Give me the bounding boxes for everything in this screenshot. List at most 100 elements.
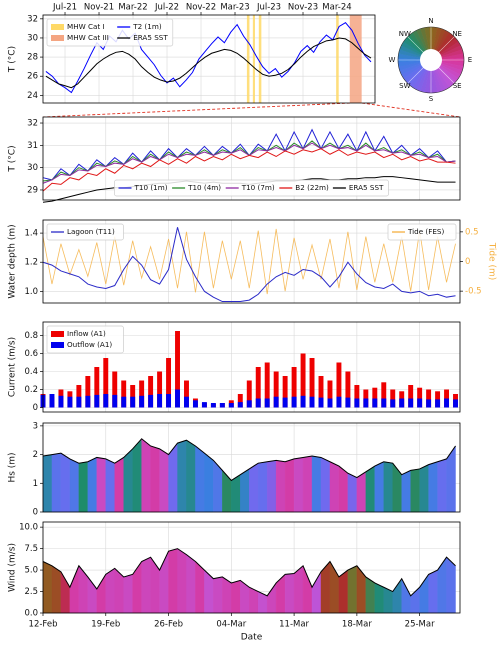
plot-frame [42,321,461,413]
area-segment [275,460,286,513]
bar [354,385,360,408]
y-tick-label: 0.2 [24,385,38,395]
y-tick-label: 0.4 [24,367,38,377]
legend-label: MHW Cat I [67,22,105,31]
area-segment [311,455,322,513]
bar [49,394,55,408]
bar [112,371,118,408]
y-axis-label: Water depth (m) [8,224,18,298]
bar [139,380,145,408]
bar [282,397,288,408]
legend-label: MHW Cat III [67,33,109,42]
area-segment [132,438,142,513]
y-tick-label: 5.0 [24,566,38,576]
bar [255,367,261,408]
bar [399,398,405,408]
compass-label: SW [399,82,410,90]
bar [354,398,360,408]
bar [85,395,91,408]
area-segment [123,448,133,513]
area-segment [231,580,241,614]
bar [381,398,387,408]
area-segment [446,556,456,614]
bar [130,396,136,408]
y-axis-label: Wind (m/s) [8,543,18,592]
compass-center [420,49,442,71]
y-tick-label: 24 [27,91,38,101]
legend: Lagoon (T11) [46,223,124,241]
area-segment [60,452,71,513]
bar [264,398,270,408]
bar [363,398,369,408]
y-tick-label: 29 [27,185,38,195]
bar [175,389,180,408]
zoom-line [361,102,461,118]
area-segment [141,438,151,513]
y-tick-label: 31 [27,141,38,151]
x-tick-label: 11-Mar [279,620,309,630]
y-tick-label: 1.2 [24,258,38,268]
bar [372,398,378,408]
y-tick-label: 1.4 [24,229,38,239]
y-tick-label: 1.0 [24,287,38,297]
y-tick-label: 30 [27,33,38,43]
legend-swatch [51,342,64,348]
area-segment [329,461,340,513]
bar [291,396,297,408]
y-axis-label: Hs (m) [8,452,18,482]
area-segment [123,574,133,614]
compass-label: W [389,56,396,64]
x-tick-label: Jul-22 [154,3,179,13]
y-axis-label: Current (m/s) [8,337,18,397]
bar [309,358,315,408]
bar [336,396,342,408]
area-segment [231,474,241,513]
bar [291,367,297,408]
compass-label: S [429,95,434,103]
legend-label: T10 (7m) [241,183,275,192]
bar [130,385,136,408]
compass-label: NE [452,30,462,38]
legend-label: Outflow (A1) [67,340,112,349]
bar [255,398,261,408]
bar [157,394,163,408]
y-tick-label: 0.0 [24,609,38,619]
x-tick-label: 26-Feb [154,620,183,630]
bar [345,371,351,408]
area-segment [419,464,429,513]
bar [282,376,288,408]
area-segment [87,457,98,513]
compass-label: E [468,56,472,64]
area-segment [401,470,411,513]
y2-tick-label: -0.5 [465,287,482,297]
bar [94,367,100,408]
area-segment [302,455,313,513]
bar [157,371,163,408]
bar [444,398,450,408]
bar [184,396,189,408]
y-tick-label: 32 [27,14,38,24]
plot-frame [42,116,461,201]
area-segment [347,472,358,513]
bar [426,399,432,408]
legend-swatch [51,24,64,30]
area-segment [195,445,205,513]
area-segment [177,548,187,614]
bar [228,403,234,408]
compass-label: NW [399,30,411,38]
area-segment [51,565,62,614]
area-segment [320,457,331,513]
bar [184,380,189,408]
bar [273,371,279,408]
x-tick-label: 19-Feb [91,620,120,630]
x-tick-label: 04-Mar [216,620,246,630]
series-line [42,438,456,482]
compass-ring [397,26,465,94]
series-line [45,37,372,89]
bar [237,394,243,408]
bar [237,402,243,408]
bar [219,403,225,408]
area-segment [365,465,376,513]
y-tick-label: 30 [27,163,38,173]
bar [390,399,396,408]
